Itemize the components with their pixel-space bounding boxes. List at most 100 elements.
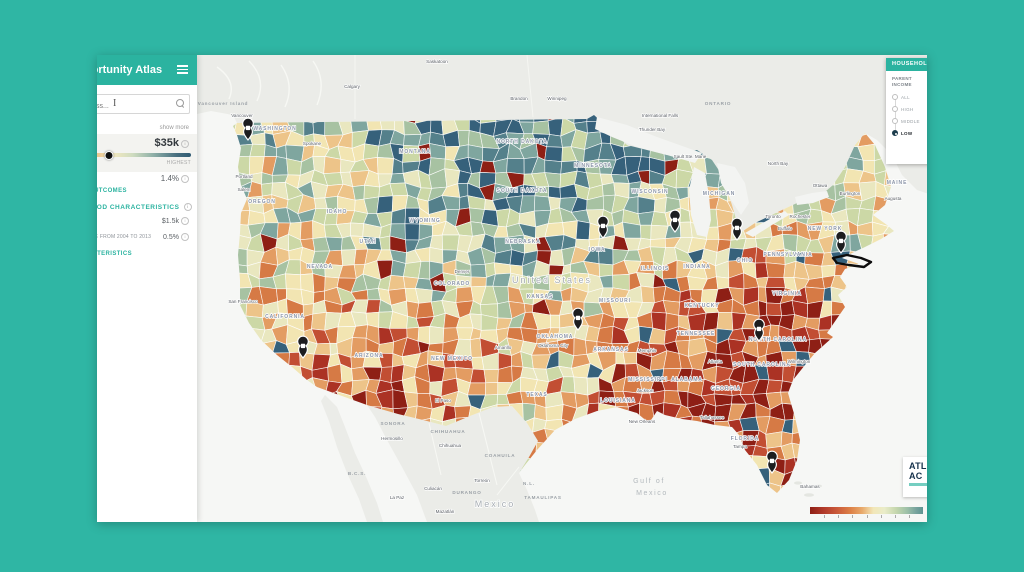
county-cell[interactable] (376, 157, 395, 175)
metric-slider[interactable] (97, 151, 191, 160)
county-cell[interactable] (389, 173, 406, 184)
radio-option-middle[interactable]: MIDDLE (886, 115, 927, 127)
search-box[interactable]: I (97, 94, 190, 115)
county-cell[interactable] (532, 274, 551, 291)
county-cell[interactable] (765, 262, 786, 278)
county-cell[interactable] (249, 143, 266, 157)
county-cell[interactable] (716, 276, 730, 290)
county-cell[interactable] (575, 220, 591, 240)
county-cell[interactable] (457, 129, 470, 147)
county-cell[interactable] (277, 298, 288, 315)
county-cell[interactable] (546, 134, 563, 148)
city-pin-chicago[interactable] (669, 209, 681, 233)
county-cell[interactable] (653, 196, 667, 214)
show-more-link[interactable]: show more (159, 125, 189, 131)
county-cell[interactable] (415, 287, 433, 304)
map-canvas[interactable]: WASHINGTON OREGON IDAHO MONTANA WYOMING NORTH… (197, 55, 927, 522)
county-cell[interactable] (765, 276, 786, 289)
county-cell[interactable] (485, 382, 499, 396)
county-cell[interactable] (610, 173, 630, 184)
county-cell[interactable] (323, 155, 342, 175)
county-cell[interactable] (454, 405, 472, 419)
county-cell[interactable] (506, 158, 525, 175)
county-cell[interactable] (327, 363, 343, 384)
radio-icon[interactable] (892, 94, 898, 100)
county-cell[interactable] (522, 184, 537, 197)
county-cell[interactable] (716, 312, 734, 331)
county-cell[interactable] (350, 222, 365, 237)
county-cell[interactable] (622, 221, 642, 239)
more-characteristics-link[interactable]: MORE CHARACTERISTICS (97, 251, 133, 257)
county-cell[interactable] (311, 311, 327, 331)
city-pin-los-angeles[interactable] (297, 335, 309, 359)
county-cell[interactable] (523, 303, 534, 313)
county-cell[interactable] (493, 262, 512, 275)
county-cell[interactable] (544, 159, 563, 175)
county-cell[interactable] (598, 263, 614, 277)
county-cell[interactable] (649, 238, 666, 248)
county-cell[interactable] (882, 225, 900, 236)
county-cell[interactable] (550, 314, 561, 329)
county-cell[interactable] (402, 145, 421, 163)
city-pin-minneapolis[interactable] (597, 215, 609, 239)
county-cell[interactable] (313, 342, 331, 356)
city-pin-detroit[interactable] (731, 217, 743, 241)
city-pin-new-york[interactable] (835, 230, 847, 254)
county-cell[interactable] (602, 182, 616, 197)
county-cell[interactable] (441, 234, 460, 251)
county-cell[interactable] (467, 382, 487, 396)
county-cell[interactable] (637, 196, 656, 215)
county-cell[interactable] (340, 249, 357, 266)
radio-option-all[interactable]: ALL (886, 91, 927, 103)
county-cell[interactable] (453, 354, 474, 370)
county-cell[interactable] (534, 186, 550, 198)
county-cell[interactable] (532, 120, 550, 135)
county-cell[interactable] (429, 326, 445, 345)
county-cell[interactable] (455, 274, 472, 289)
county-cell[interactable] (766, 302, 783, 317)
county-cell[interactable] (822, 286, 833, 302)
county-cell[interactable] (470, 368, 487, 384)
county-cell[interactable] (544, 146, 563, 163)
county-cell[interactable] (403, 261, 422, 279)
county-cell[interactable] (388, 274, 406, 291)
county-cell[interactable] (404, 207, 420, 225)
county-cell[interactable] (403, 134, 422, 147)
county-cell[interactable] (376, 195, 394, 214)
county-cell[interactable] (483, 369, 499, 384)
county-cell[interactable] (362, 143, 380, 160)
info-icon[interactable] (183, 203, 192, 211)
slider-handle[interactable] (104, 151, 114, 160)
county-cell[interactable] (389, 182, 409, 197)
radio-option-low[interactable]: LOW (886, 127, 927, 139)
county-cell[interactable] (758, 300, 767, 317)
county-cell[interactable] (622, 351, 638, 365)
county-cell[interactable] (548, 264, 565, 276)
county-cell[interactable] (470, 276, 487, 288)
county-cell[interactable] (765, 379, 783, 394)
county-cell[interactable] (442, 352, 457, 369)
search-input[interactable] (97, 98, 166, 115)
county-cell[interactable] (573, 337, 588, 357)
county-cell[interactable] (457, 182, 469, 198)
city-pin-miami[interactable] (766, 450, 778, 474)
info-icon[interactable] (181, 217, 189, 225)
county-cell[interactable] (766, 363, 784, 382)
county-cell[interactable] (534, 195, 552, 212)
county-cell[interactable] (545, 404, 564, 422)
county-cell[interactable] (640, 285, 655, 304)
county-cell[interactable] (470, 263, 487, 278)
city-pin-seattle[interactable] (242, 117, 254, 141)
county-cell[interactable] (303, 133, 315, 147)
county-cell[interactable] (429, 247, 444, 264)
radio-icon[interactable] (892, 118, 898, 124)
county-cell[interactable] (548, 274, 563, 292)
county-cell[interactable] (455, 286, 474, 303)
info-icon[interactable] (181, 233, 189, 241)
info-icon[interactable] (181, 175, 189, 183)
county-cell[interactable] (548, 186, 561, 199)
county-cell[interactable] (404, 223, 420, 241)
county-cell[interactable] (765, 431, 783, 449)
radio-icon[interactable] (892, 130, 898, 136)
county-cell[interactable] (299, 220, 314, 241)
